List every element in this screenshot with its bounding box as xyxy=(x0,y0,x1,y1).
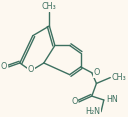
Text: CH₃: CH₃ xyxy=(112,73,126,82)
Text: O: O xyxy=(71,97,78,106)
Text: CH₃: CH₃ xyxy=(42,2,57,11)
Text: H₂N: H₂N xyxy=(85,107,100,116)
Text: O: O xyxy=(28,65,34,74)
Text: O: O xyxy=(93,68,100,77)
Text: O: O xyxy=(1,62,7,71)
Text: HN: HN xyxy=(106,95,118,104)
